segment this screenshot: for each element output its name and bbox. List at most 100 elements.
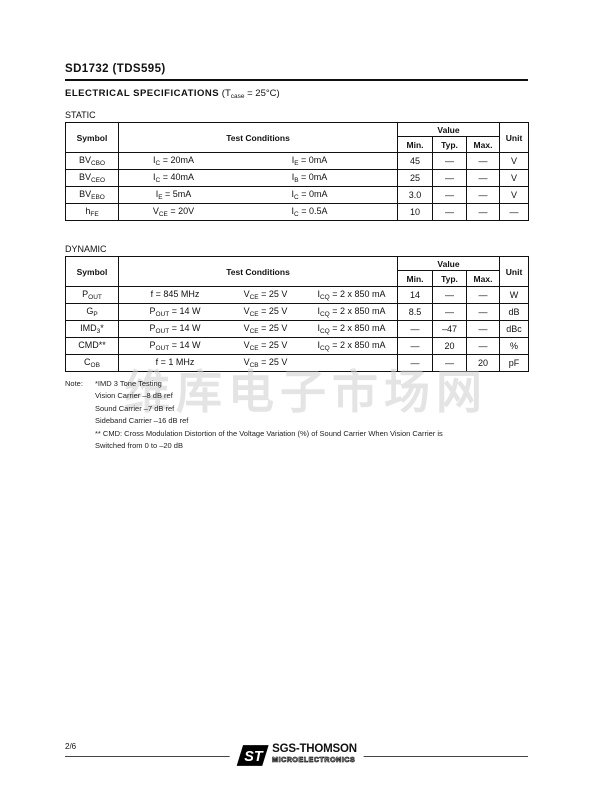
col-header-unit: Unit	[499, 122, 530, 153]
svg-text:ST: ST	[244, 749, 264, 765]
note-label: Note:	[65, 379, 83, 388]
col-header-typ: Typ.	[432, 136, 467, 153]
typ-value: —	[432, 303, 467, 321]
table-row: hFE VCE = 20V IC = 0.5A 10 — — —	[65, 203, 530, 221]
table-row: CMD** POUT = 14 W VCE = 25 V ICQ = 2 x 8…	[65, 337, 530, 355]
max-value: —	[465, 303, 501, 321]
section-heading-bold: ELECTRICAL SPECIFICATIONS	[65, 88, 220, 99]
min-value: 45	[397, 152, 433, 170]
test-conditions-cell: POUT = 14 W VCE = 25 V ICQ = 2 x 850 mA	[118, 320, 398, 338]
unit-value: V	[499, 186, 530, 204]
max-value: —	[465, 203, 501, 221]
test-conditions-cell: POUT = 14 W VCE = 25 V ICQ = 2 x 850 mA	[118, 303, 398, 321]
table-row: IMD3* POUT = 14 W VCE = 25 V ICQ = 2 x 8…	[65, 320, 530, 338]
unit-value: V	[499, 152, 530, 170]
page-number: 2/6	[65, 742, 77, 751]
symbol-cell: IMD3*	[65, 320, 119, 338]
col-header-min: Min.	[397, 270, 433, 287]
test-conditions-cell: f = 1 MHz VCB = 25 V	[118, 354, 398, 372]
static-table: Symbol Test Conditions Value Unit Min. T…	[65, 122, 530, 221]
col-header-typ: Typ.	[432, 270, 467, 287]
test-conditions-cell: f = 845 MHz VCE = 25 V ICQ = 2 x 850 mA	[118, 286, 398, 304]
col-header-symbol: Symbol	[65, 256, 119, 287]
typ-value: —	[432, 152, 467, 170]
max-value: —	[465, 337, 501, 355]
typ-value: —	[432, 203, 467, 221]
typ-value: —	[432, 354, 467, 372]
note-line: Vision Carrier –8 dB ref	[95, 391, 173, 401]
table-row: COB f = 1 MHz VCB = 25 V — — 20 pF	[65, 354, 530, 372]
table-row: BVCEO IC = 40mA IB = 0mA 25 — — V	[65, 169, 530, 187]
symbol-cell: BVEBO	[65, 186, 119, 204]
title-divider	[65, 79, 528, 81]
col-header-max: Max.	[465, 270, 501, 287]
typ-value: –47	[432, 320, 467, 338]
dynamic-table: Symbol Test Conditions Value Unit Min. T…	[65, 256, 530, 372]
symbol-cell: BVCBO	[65, 152, 119, 170]
col-header-max: Max.	[465, 136, 501, 153]
unit-value: V	[499, 169, 530, 187]
table-row: POUT f = 845 MHz VCE = 25 V ICQ = 2 x 85…	[65, 286, 530, 304]
st-logo-icon: ST	[236, 744, 269, 772]
unit-value: W	[499, 286, 530, 304]
section-heading: ELECTRICAL SPECIFICATIONS (Tcase = 25°C)	[65, 88, 280, 100]
col-header-symbol: Symbol	[65, 122, 119, 153]
unit-value: %	[499, 337, 530, 355]
notes-block: Note: *IMD 3 Tone Testing Vision Carrier…	[65, 378, 528, 452]
col-header-value: Value	[396, 122, 501, 137]
col-header-test-conditions: Test Conditions	[118, 256, 398, 287]
col-header-min: Min.	[397, 136, 433, 153]
note-line: *IMD 3 Tone Testing	[95, 379, 162, 388]
test-conditions-cell: IE = 5mA IC = 0mA	[118, 186, 398, 204]
sgs-thomson-logo: ST SGS-THOMSON MICROELECTRONICS	[229, 743, 364, 772]
max-value: —	[465, 152, 501, 170]
symbol-cell: CMD**	[65, 337, 119, 355]
min-value: 3.0	[397, 186, 433, 204]
col-header-unit: Unit	[499, 256, 530, 287]
note-line: Sound Carrier –7 dB ref	[95, 403, 175, 413]
note-line: Sideband Carrier –16 dB ref	[95, 416, 189, 426]
max-value: 20	[465, 354, 501, 372]
brand-subtitle: MICROELECTRONICS	[272, 756, 356, 764]
dynamic-table-label: DYNAMIC	[65, 244, 107, 254]
unit-value: dB	[499, 303, 530, 321]
min-value: 25	[397, 169, 433, 187]
col-header-value: Value	[396, 256, 501, 271]
max-value: —	[465, 186, 501, 204]
page-title: SD1732 (TDS595)	[65, 63, 166, 75]
watermark-text: 维库电子市场网	[124, 365, 488, 419]
unit-value: —	[499, 203, 530, 221]
brand-name: SGS-THOMSON	[272, 743, 357, 755]
section-condition: (Tcase = 25°C)	[221, 88, 280, 100]
page-footer: 2/6 ST SGS-THOMSON MICROELECTRONICS	[65, 741, 528, 775]
max-value: —	[465, 286, 501, 304]
min-value: —	[397, 320, 433, 338]
static-table-label: STATIC	[65, 110, 96, 120]
symbol-cell: BVCEO	[65, 169, 119, 187]
min-value: 14	[397, 286, 433, 304]
symbol-cell: POUT	[65, 286, 119, 304]
table-row: GP POUT = 14 W VCE = 25 V ICQ = 2 x 850 …	[65, 303, 530, 321]
max-value: —	[465, 320, 501, 338]
min-value: 8.5	[397, 303, 433, 321]
max-value: —	[465, 169, 501, 187]
unit-value: dBc	[499, 320, 530, 338]
symbol-cell: hFE	[65, 203, 119, 221]
typ-value: —	[432, 286, 467, 304]
test-conditions-cell: IC = 40mA IB = 0mA	[118, 169, 398, 187]
test-conditions-cell: IC = 20mA IE = 0mA	[118, 152, 398, 170]
min-value: —	[397, 337, 433, 355]
table-row: BVCBO IC = 20mA IE = 0mA 45 — — V	[65, 152, 530, 170]
note-line: ** CMD: Cross Modulation Distortion of t…	[95, 428, 443, 438]
note-line: Switched from 0 to –20 dB	[95, 441, 183, 451]
col-header-test-conditions: Test Conditions	[118, 122, 398, 153]
symbol-cell: COB	[65, 354, 119, 372]
test-conditions-cell: VCE = 20V IC = 0.5A	[118, 203, 398, 221]
typ-value: —	[432, 169, 467, 187]
symbol-cell: GP	[65, 303, 119, 321]
typ-value: 20	[432, 337, 467, 355]
table-row: BVEBO IE = 5mA IC = 0mA 3.0 — — V	[65, 186, 530, 204]
test-conditions-cell: POUT = 14 W VCE = 25 V ICQ = 2 x 850 mA	[118, 337, 398, 355]
min-value: 10	[397, 203, 433, 221]
